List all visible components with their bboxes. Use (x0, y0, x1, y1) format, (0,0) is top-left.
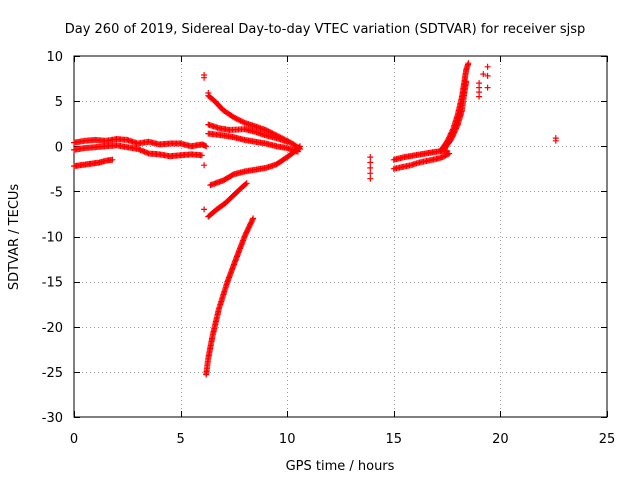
segment-early-upper-band (71, 136, 210, 150)
segment-afternoon-band (390, 150, 453, 172)
data-series (71, 60, 559, 378)
data-point (264, 127, 271, 134)
data-point (484, 72, 491, 79)
data-point (201, 74, 208, 81)
y-tick-label: -15 (42, 276, 63, 291)
segment-lower-arm (207, 143, 303, 189)
segment-upper-inner-arm (205, 121, 291, 145)
data-point (552, 137, 559, 144)
y-tick-label: 10 (46, 50, 63, 65)
data-point (201, 162, 208, 169)
data-point (367, 170, 374, 177)
plot-frame (73, 55, 608, 418)
segment-short-descending-streak (205, 180, 250, 220)
data-point (296, 144, 303, 151)
data-point (367, 154, 374, 161)
data-point (297, 143, 303, 150)
x-tick-label: 15 (386, 432, 403, 447)
x-tick-label: 20 (492, 432, 509, 447)
data-point (201, 206, 208, 213)
data-point (250, 215, 257, 222)
x-tick-label: 25 (599, 432, 616, 447)
y-tick-label: -5 (50, 185, 63, 200)
x-tick-label: 10 (279, 432, 296, 447)
segment-early-mid-band (71, 142, 205, 160)
x-tick-label: 5 (176, 432, 184, 447)
data-point (243, 180, 250, 187)
data-point (367, 164, 374, 171)
data-point (367, 159, 374, 166)
data-point (205, 90, 212, 96)
y-tick-label: -10 (42, 231, 63, 246)
data-point (109, 156, 116, 163)
x-axis-label: GPS time / hours (286, 459, 395, 474)
data-point (445, 151, 451, 158)
segment-rising-band-lower (442, 78, 470, 152)
data-point (476, 93, 483, 100)
segment-isolated-points-6h (201, 72, 212, 213)
x-tick-label: 0 (70, 432, 78, 447)
data-point (198, 152, 205, 159)
axis-ticks: 0 5 10 15 20 25 10 5 0 -5 -10 -15 -20 -25 -30 (42, 50, 616, 447)
data-point (484, 84, 491, 91)
data-point (480, 71, 487, 78)
segment-isolated-points-19h (476, 63, 491, 100)
data-point (203, 143, 210, 150)
data-point (484, 63, 491, 70)
y-tick-label: -30 (42, 411, 63, 426)
y-tick-label: -20 (42, 321, 63, 336)
data-point (367, 175, 374, 182)
data-point (284, 138, 291, 145)
data-point (463, 78, 470, 85)
grid-lines (74, 56, 607, 417)
segment-isolated-points-14h (367, 154, 374, 182)
y-axis-label: SDTVAR / TECUs (7, 184, 22, 291)
segment-isolated-point-22h (552, 135, 559, 144)
y-tick-label: -25 (42, 366, 63, 381)
chart-title: Day 260 of 2019, Sidereal Day-to-day VTE… (65, 22, 586, 37)
segment-early-lower-band (71, 156, 116, 170)
y-tick-label: 5 (55, 95, 63, 110)
data-point (465, 60, 472, 67)
y-tick-label: 0 (55, 140, 63, 155)
data-point (476, 84, 483, 91)
segment-deep-descending-streak (203, 215, 257, 378)
data-point (242, 181, 249, 188)
